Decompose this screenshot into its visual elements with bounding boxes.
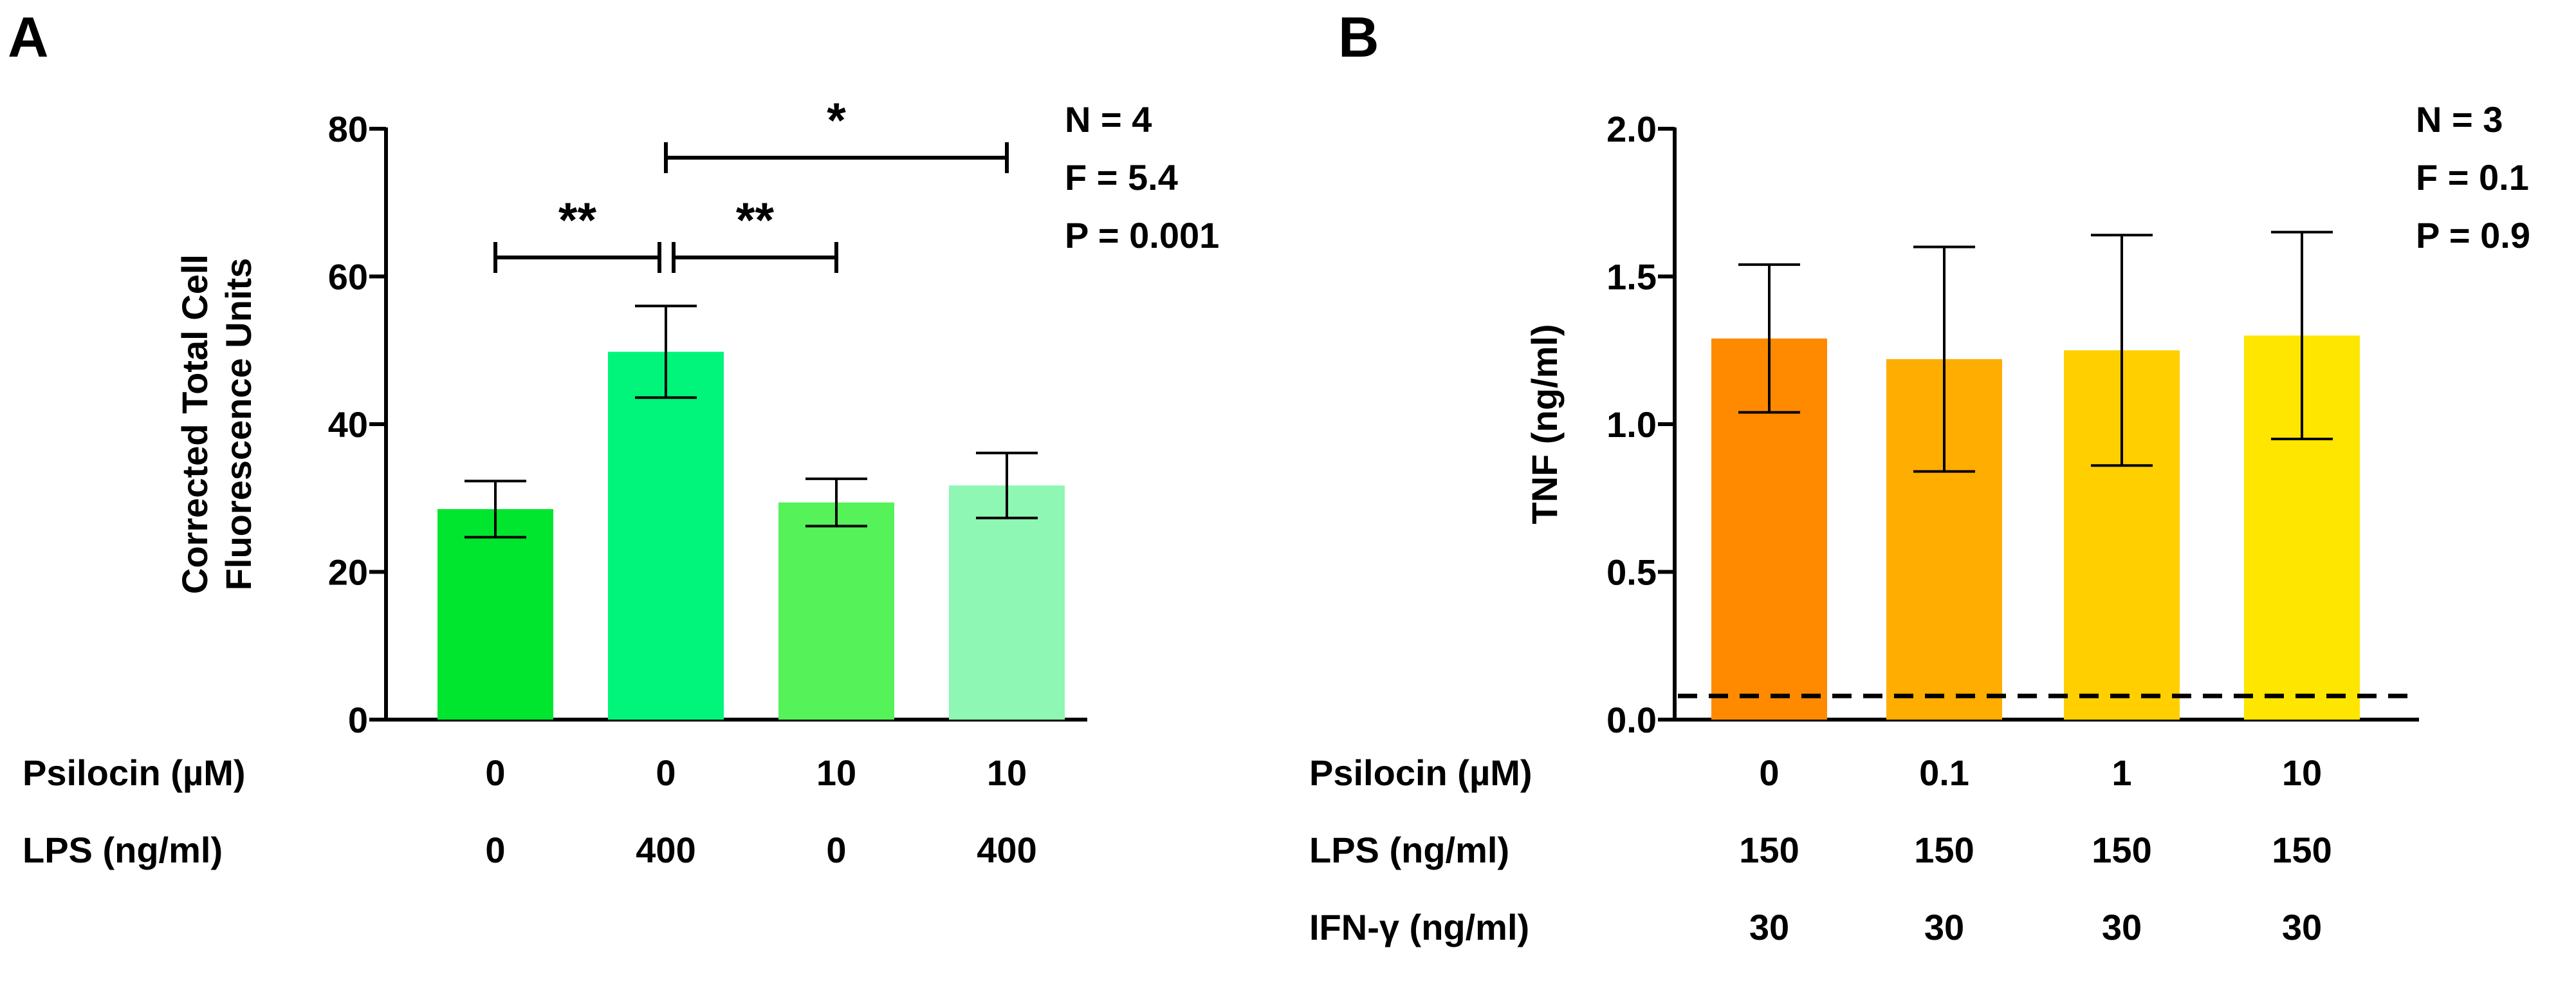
a-condition-value: 10 xyxy=(987,752,1027,793)
b-condition-value: 10 xyxy=(2282,752,2322,793)
panel-b: B TNF (ng/ml) 0.0 0.5 1.0 1.5 2.0 N = 3 F = … xyxy=(1309,5,2530,947)
panel-a-letter: A xyxy=(8,5,49,69)
panel-a-stat-p: P = 0.001 xyxy=(1065,215,1219,256)
panel-b-stat-f: F = 0.1 xyxy=(2416,157,2529,198)
panel-a-y-axis-label: Corrected Total Cell Fluorescence Units xyxy=(174,254,259,594)
a-y-tick-label: 0 xyxy=(348,700,368,740)
b-condition-row-label: LPS (ng/ml) xyxy=(1309,830,1509,870)
a-bar xyxy=(437,508,553,720)
a-condition-value: 400 xyxy=(636,830,695,870)
a-condition-value: 400 xyxy=(977,830,1036,870)
a-condition-value: 0 xyxy=(826,830,846,870)
b-condition-value: 30 xyxy=(2102,907,2142,947)
a-condition-value: 0 xyxy=(656,752,676,793)
panel-a-bars xyxy=(437,304,1065,720)
b-y-tick-label: 0.5 xyxy=(1606,552,1657,593)
panel-b-bars xyxy=(1711,230,2360,720)
panel-b-stat-p: P = 0.9 xyxy=(2416,215,2530,256)
b-y-tick-label: 2.0 xyxy=(1606,109,1657,149)
b-condition-value: 150 xyxy=(1914,830,1974,870)
b-condition-value: 150 xyxy=(2092,830,2151,870)
b-y-tick-label: 0.0 xyxy=(1606,700,1657,740)
b-condition-value: 0 xyxy=(1759,752,1779,793)
panel-b-y-axis-label: TNF (ng/ml) xyxy=(1524,324,1565,524)
a-condition-value: 0 xyxy=(485,830,505,870)
b-condition-value: 0.1 xyxy=(1919,752,1969,793)
b-condition-row-label: IFN-γ (ng/ml) xyxy=(1309,907,1529,947)
panel-a-stats: N = 4 F = 5.4 P = 0.001 xyxy=(1065,99,1219,256)
b-condition-value: 150 xyxy=(2272,830,2332,870)
a-y-tick-label: 20 xyxy=(328,552,368,593)
panel-b-letter: B xyxy=(1338,5,1379,69)
a-condition-row-label: LPS (ng/ml) xyxy=(23,830,223,870)
b-condition-value: 30 xyxy=(1749,907,1789,947)
a-bar xyxy=(608,351,724,720)
b-condition-value: 30 xyxy=(2282,907,2322,947)
a-significance-label: ** xyxy=(558,193,597,248)
panel-b-condition-table: Psilocin (µM) 0 0.1 1 10 LPS (ng/ml) 150 150 150… xyxy=(1309,752,2332,947)
a-condition-value: 10 xyxy=(816,752,856,793)
b-condition-row-label: Psilocin (µM) xyxy=(1309,752,1532,793)
b-y-tick-label: 1.0 xyxy=(1606,404,1657,445)
b-condition-value: 1 xyxy=(2111,752,2131,793)
a-condition-row-label: Psilocin (µM) xyxy=(23,752,246,793)
a-y-tick-label: 60 xyxy=(328,257,368,297)
panel-a: A Corrected Total Cell Fluorescence Units… xyxy=(8,5,1219,870)
a-y-tick-label: 40 xyxy=(328,404,368,445)
b-y-axis-label-line: TNF (ng/ml) xyxy=(1524,324,1565,524)
a-bar xyxy=(949,485,1065,720)
b-condition-value: 150 xyxy=(1739,830,1799,870)
panel-b-stats: N = 3 F = 0.1 P = 0.9 xyxy=(2416,99,2530,256)
a-bar xyxy=(778,502,894,720)
a-y-axis-label-line: Fluorescence Units xyxy=(218,258,259,591)
b-condition-value: 30 xyxy=(1924,907,1964,947)
b-y-tick-label: 1.5 xyxy=(1606,257,1657,297)
panel-a-condition-table: Psilocin (µM) 0 0 10 10 LPS (ng/ml) 0 400 0 400 xyxy=(23,752,1037,870)
panel-a-stat-n: N = 4 xyxy=(1065,99,1152,140)
panel-b-stat-n: N = 3 xyxy=(2416,99,2503,140)
a-y-tick-label: 80 xyxy=(328,109,368,149)
a-significance-label: ** xyxy=(736,193,775,248)
a-condition-value: 0 xyxy=(485,752,505,793)
panel-a-significance: ** *** xyxy=(493,93,1009,273)
panel-a-stat-f: F = 5.4 xyxy=(1065,157,1178,198)
a-y-axis-label-line: Corrected Total Cell xyxy=(174,254,215,594)
a-significance-label: * xyxy=(827,93,846,148)
